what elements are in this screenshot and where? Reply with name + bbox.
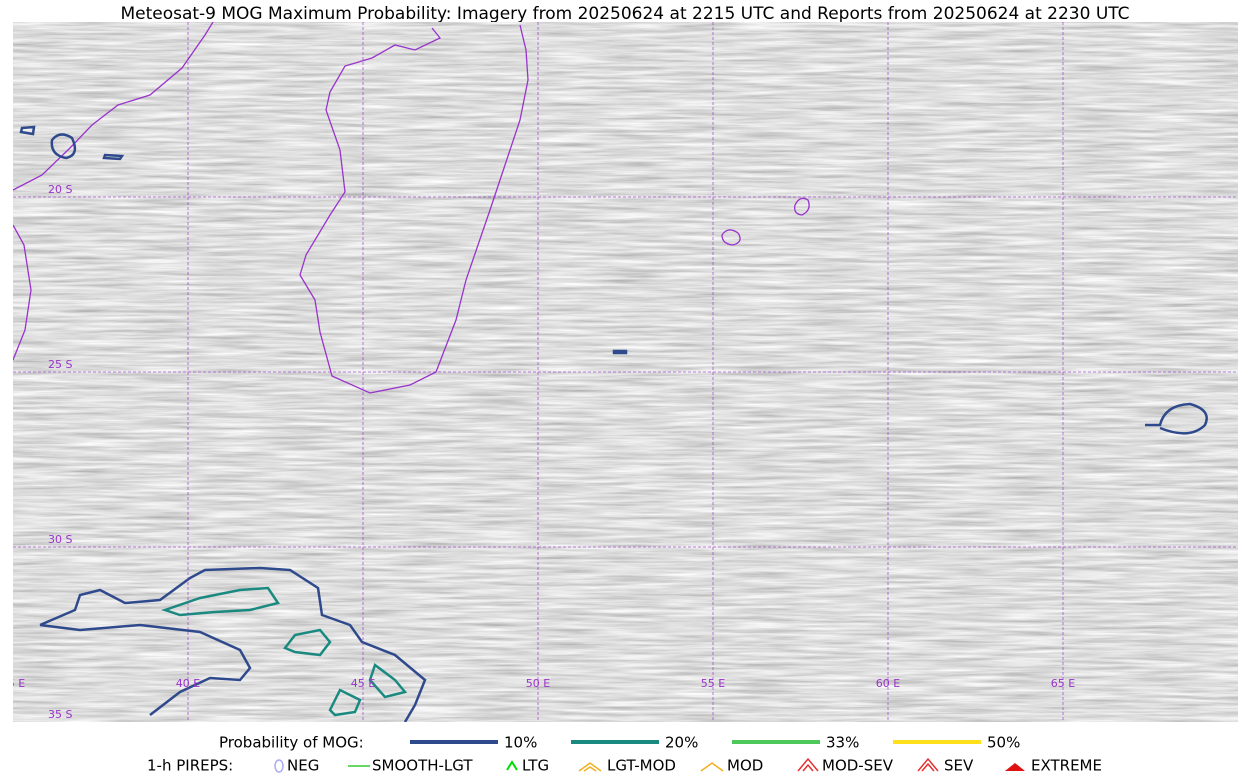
legend-title: 1-h PIREPS:	[147, 757, 233, 775]
pirep-icon	[274, 759, 284, 773]
legend-label: 10%	[504, 734, 537, 752]
pirep-icon	[578, 762, 602, 772]
lon-label: 60 E	[876, 677, 900, 690]
legend-label: EXTREME	[1031, 757, 1102, 775]
lon-label: 65 E	[1051, 677, 1075, 690]
lat-label: 35 S	[48, 708, 72, 721]
lat-label: 25 S	[48, 358, 72, 371]
legend-label: MOD	[727, 757, 763, 775]
legend-label: LGT-MOD	[607, 757, 676, 775]
pirep-icon	[1005, 763, 1025, 771]
legend-label: 20%	[665, 734, 698, 752]
legend-label: NEG	[287, 757, 319, 775]
legend-label: SMOOTH-LGT	[372, 757, 473, 775]
map: 20 S 25 S 30 S 35 S 35 E 40 E 45 E 50 E 55 E 60 E…	[1, 22, 1238, 722]
lon-label: 55 E	[701, 677, 725, 690]
legend-label: 50%	[987, 734, 1020, 752]
graticule-labels: 20 S 25 S 30 S 35 S 35 E 40 E 45 E 50 E 55 E 60 E…	[1, 183, 1075, 721]
legend: Probability of MOG: 10% 20% 33% 50% 1-h PIREP…	[147, 734, 1102, 775]
legend-label: MOD-SEV	[822, 757, 894, 775]
probability-contours	[19, 125, 1208, 722]
pirep-icon	[917, 757, 939, 772]
title: Meteosat-9 MOG Maximum Probability: Imag…	[120, 4, 1129, 24]
lon-label: 45 E	[351, 677, 375, 690]
pirep-icon	[797, 757, 819, 772]
legend-label: 33%	[826, 734, 859, 752]
pirep-icon	[700, 762, 724, 772]
lat-label: 30 S	[48, 533, 72, 546]
legend-label: LTG	[522, 757, 549, 775]
coastlines	[13, 22, 810, 394]
pirep-icon	[506, 760, 518, 771]
lon-label: 50 E	[526, 677, 550, 690]
lon-label: 40 E	[176, 677, 200, 690]
legend-title: Probability of MOG:	[219, 734, 364, 752]
graticule	[13, 22, 1238, 722]
lat-label: 20 S	[48, 183, 72, 196]
lon-label: 35 E	[1, 677, 25, 690]
legend-label: SEV	[944, 757, 974, 775]
